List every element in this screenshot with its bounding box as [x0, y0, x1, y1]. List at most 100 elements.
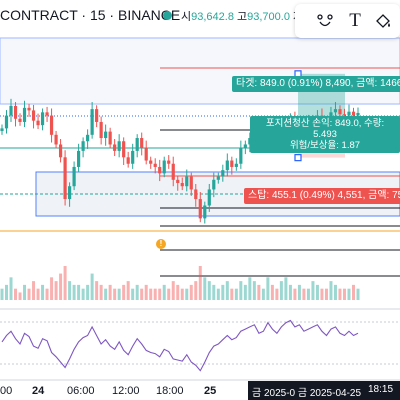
time-label: 24 — [32, 385, 45, 397]
symbol-title[interactable]: CONTRACT · 15 · BINANCE — [0, 7, 181, 23]
volume-bar — [104, 288, 108, 300]
volume-bar — [270, 284, 274, 300]
volume-bar — [14, 288, 18, 300]
volume-layer — [0, 266, 360, 300]
candle-body — [248, 138, 252, 145]
position-risk-reward-line: 위험/보상율: 1.87 — [289, 140, 361, 151]
candle-body — [0, 128, 4, 131]
time-label: 18:00 — [156, 385, 184, 397]
volume-bar — [90, 273, 94, 300]
candle-body — [198, 199, 202, 219]
volume-bar — [243, 284, 247, 300]
candle-body — [72, 166, 76, 187]
paint-bucket-icon[interactable] — [371, 9, 395, 33]
high-value: 93,700.0 — [247, 11, 290, 23]
candle-body — [40, 112, 45, 126]
candle-body — [158, 166, 162, 174]
volume-bar — [293, 288, 297, 300]
candle-body — [333, 109, 338, 113]
position-info-box[interactable]: 포지션청산 손익: 849.0, 수량: 5.493 위험/보상율: 1.87 — [250, 116, 400, 153]
volume-bar — [239, 281, 243, 300]
volume-bar — [149, 288, 153, 300]
position-pnl-line: 포지션청산 손익: 849.0, 수량: 5.493 — [265, 118, 385, 140]
candle-body — [225, 160, 229, 171]
volume-bar — [230, 288, 234, 300]
volume-bar — [329, 281, 333, 300]
candle-body — [77, 150, 81, 167]
candle-body — [144, 147, 148, 161]
volume-bar — [32, 281, 36, 300]
volume-bar — [248, 277, 252, 300]
candle-body — [194, 189, 198, 200]
volume-bar — [158, 288, 162, 300]
volume-bar — [135, 284, 139, 300]
volume-bar — [153, 288, 157, 300]
high-label: 고 — [237, 11, 248, 23]
target-label[interactable]: 타겟: 849.0 (0.91%) 8,490, 금액: 14663. — [232, 76, 400, 92]
drawing-icon[interactable] — [313, 9, 337, 33]
time-label: 00 — [0, 385, 13, 397]
volume-bar — [86, 284, 90, 300]
volume-bar — [9, 277, 13, 300]
volume-bar — [59, 273, 63, 300]
volume-bar — [216, 288, 220, 300]
candle-body — [4, 115, 9, 129]
range-box-upper[interactable] — [0, 37, 400, 105]
paint-bucket-glyph — [376, 14, 390, 28]
volume-bar — [108, 284, 112, 300]
text-icon[interactable]: T — [349, 10, 361, 31]
candle-body — [9, 105, 13, 116]
candle-body — [49, 115, 54, 135]
candle-body — [108, 131, 112, 145]
rsi-layer — [1, 319, 359, 372]
volume-bar — [302, 288, 306, 300]
candle-body — [356, 112, 360, 116]
volume-bar — [45, 288, 49, 300]
open-value: 93,642.8 — [191, 11, 234, 23]
time-label: 12:00 — [112, 385, 140, 397]
volume-bar — [5, 284, 9, 300]
volume-bar — [167, 288, 171, 300]
volume-bar — [63, 266, 67, 300]
candle-body — [99, 121, 103, 139]
candle-body — [351, 111, 356, 116]
candle-body — [90, 109, 94, 135]
volume-bar — [81, 288, 85, 300]
rsi-line — [1, 319, 359, 372]
stop-label[interactable]: 스탑: 455.1 (0.49%) 4,551, 금액: 7500 — [244, 188, 400, 204]
volume-bar — [266, 277, 270, 300]
volume-bar — [338, 288, 342, 300]
candle-body — [86, 134, 90, 142]
alert-icon[interactable]: ! — [156, 239, 166, 249]
candle-body — [122, 141, 126, 158]
candle-body — [58, 144, 63, 158]
volume-bar — [27, 288, 31, 300]
volume-bar — [347, 288, 351, 300]
volume-bar — [252, 281, 256, 300]
volume-bar — [68, 281, 72, 300]
candle-body — [140, 138, 144, 148]
candle-body — [171, 163, 175, 180]
candle-body — [221, 170, 225, 177]
candle-body — [189, 176, 193, 190]
volume-bar — [284, 277, 288, 300]
candle-body — [167, 160, 171, 164]
volume-bar — [0, 288, 4, 300]
volume-bar — [342, 288, 346, 300]
candle-body — [131, 150, 135, 164]
candle-body — [54, 134, 58, 145]
volume-bar — [185, 288, 189, 300]
volume-bar — [131, 288, 135, 300]
volume-bar — [311, 281, 315, 300]
volume-bar — [18, 292, 22, 300]
candle-body — [212, 179, 216, 190]
volume-bar — [234, 288, 238, 300]
candle-body — [95, 109, 99, 122]
candle-body — [117, 141, 121, 151]
volume-bar — [23, 284, 27, 300]
ohlc-readout: 시93,642.8 고93,700.0 저 — [181, 8, 303, 24]
volume-bar — [279, 281, 283, 300]
candle-body — [243, 144, 247, 148]
candle-body — [22, 107, 27, 122]
